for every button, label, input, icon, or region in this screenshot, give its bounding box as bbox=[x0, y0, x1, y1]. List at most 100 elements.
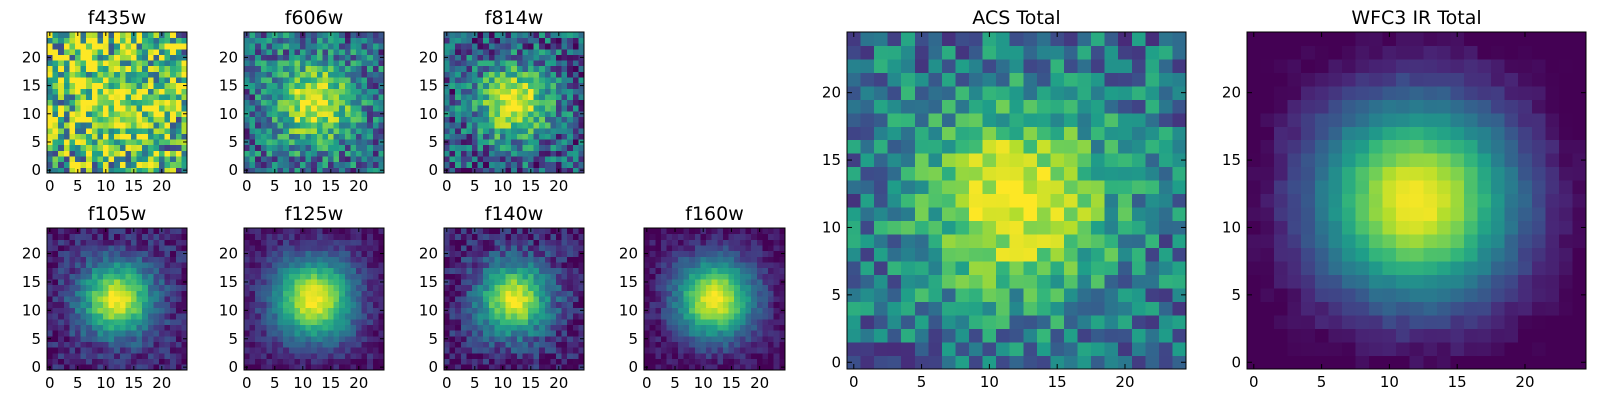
heatmap-cell bbox=[528, 150, 534, 157]
heatmap-cell bbox=[328, 105, 334, 112]
heatmap-cell bbox=[556, 347, 562, 354]
heatmap-cell bbox=[255, 352, 262, 360]
heatmap-cell bbox=[655, 341, 662, 348]
heatmap-cell bbox=[244, 239, 250, 246]
heatmap-cell bbox=[1036, 193, 1051, 208]
heatmap-cell bbox=[58, 54, 65, 61]
heatmap-cell bbox=[86, 110, 93, 117]
heatmap-cell bbox=[672, 301, 679, 308]
heatmap-cell bbox=[69, 77, 76, 84]
heatmap-cell bbox=[69, 330, 76, 337]
heatmap-cell bbox=[288, 250, 295, 257]
heatmap-cell bbox=[494, 330, 501, 337]
heatmap-cell bbox=[266, 313, 273, 320]
heatmap-cell bbox=[344, 330, 351, 337]
x-tick-label: 20 bbox=[152, 177, 171, 195]
heatmap-cell bbox=[47, 122, 53, 129]
heatmap-cell bbox=[272, 77, 278, 84]
heatmap-cell bbox=[272, 313, 278, 320]
heatmap-cell bbox=[80, 301, 87, 308]
heatmap-cell bbox=[444, 144, 450, 151]
heatmap-cell bbox=[114, 245, 121, 252]
heatmap-cell bbox=[97, 273, 104, 280]
heatmap-cell bbox=[516, 296, 523, 303]
heatmap-cell bbox=[505, 54, 512, 61]
heatmap-cell bbox=[272, 324, 278, 331]
heatmap-cell bbox=[266, 65, 273, 72]
heatmap-cell bbox=[63, 364, 70, 371]
heatmap-cell bbox=[356, 290, 362, 297]
heatmap-cell bbox=[294, 133, 301, 140]
heatmap-cell bbox=[249, 133, 256, 140]
heatmap-cell bbox=[103, 156, 109, 163]
heatmap-cell bbox=[444, 239, 450, 246]
heatmap-cell bbox=[455, 99, 462, 106]
heatmap-cell bbox=[52, 32, 59, 39]
heatmap-cell bbox=[114, 116, 121, 123]
heatmap-cell bbox=[159, 161, 165, 168]
heatmap-cell bbox=[147, 324, 154, 331]
heatmap-cell bbox=[103, 352, 109, 360]
heatmap-cell bbox=[847, 207, 861, 222]
heatmap-cell bbox=[97, 77, 104, 84]
heatmap-cell bbox=[333, 110, 340, 117]
heatmap-cell bbox=[455, 71, 462, 78]
heatmap-cell bbox=[147, 335, 154, 342]
heatmap-cell bbox=[372, 318, 379, 325]
heatmap-cell bbox=[52, 256, 59, 263]
heatmap-cell bbox=[119, 335, 126, 342]
heatmap-cell bbox=[164, 161, 171, 168]
heatmap-cell bbox=[350, 290, 357, 297]
heatmap-cell bbox=[260, 105, 267, 112]
heatmap-cell bbox=[914, 234, 929, 249]
heatmap-cell bbox=[91, 279, 98, 286]
heatmap-cell bbox=[505, 65, 512, 72]
heatmap-cell bbox=[449, 167, 456, 174]
heatmap-cell bbox=[52, 116, 59, 123]
heatmap-cell bbox=[505, 77, 512, 84]
heatmap-cell bbox=[500, 313, 506, 320]
heatmap-cell bbox=[500, 245, 506, 252]
heatmap-cell bbox=[356, 307, 362, 314]
heatmap-cell bbox=[500, 239, 506, 246]
heatmap-cell bbox=[706, 279, 713, 286]
y-tick-label: 20 bbox=[419, 245, 438, 263]
heatmap-cell bbox=[372, 71, 379, 78]
heatmap-cell bbox=[449, 335, 456, 342]
x-tick-label: 15 bbox=[124, 177, 143, 195]
heatmap-cell bbox=[311, 262, 318, 269]
heatmap-cell bbox=[466, 60, 473, 67]
heatmap-cell bbox=[63, 156, 70, 163]
heatmap-cell bbox=[444, 99, 450, 106]
heatmap-cell bbox=[751, 313, 758, 320]
heatmap-cell bbox=[108, 167, 115, 174]
heatmap-cell bbox=[488, 122, 495, 129]
heatmap-cell bbox=[1036, 166, 1051, 181]
heatmap-cell bbox=[300, 54, 306, 61]
heatmap-cell bbox=[260, 358, 267, 365]
heatmap-cell bbox=[108, 273, 115, 280]
heatmap-cell bbox=[80, 335, 87, 342]
heatmap-cell bbox=[996, 247, 1011, 262]
heatmap-cell bbox=[170, 144, 177, 151]
heatmap-cell bbox=[272, 88, 278, 95]
heatmap-cell bbox=[578, 347, 585, 354]
heatmap-cell bbox=[561, 110, 568, 117]
heatmap-cell bbox=[277, 54, 284, 61]
heatmap-cell bbox=[860, 234, 875, 249]
heatmap-cell bbox=[260, 347, 267, 354]
heatmap-cell bbox=[266, 233, 273, 240]
heatmap-cell bbox=[294, 37, 301, 44]
heatmap-cell bbox=[181, 239, 188, 246]
heatmap-cell bbox=[367, 279, 374, 286]
heatmap-cell bbox=[119, 139, 126, 146]
heatmap-cell bbox=[125, 99, 132, 106]
heatmap-cell bbox=[516, 262, 523, 269]
heatmap-cell bbox=[175, 262, 182, 269]
heatmap-cell bbox=[914, 247, 929, 262]
heatmap-cell bbox=[136, 60, 143, 67]
heatmap-cell bbox=[1172, 261, 1187, 276]
heatmap-cell bbox=[103, 116, 109, 123]
heatmap-cell bbox=[266, 239, 273, 246]
heatmap-cell bbox=[119, 71, 126, 78]
